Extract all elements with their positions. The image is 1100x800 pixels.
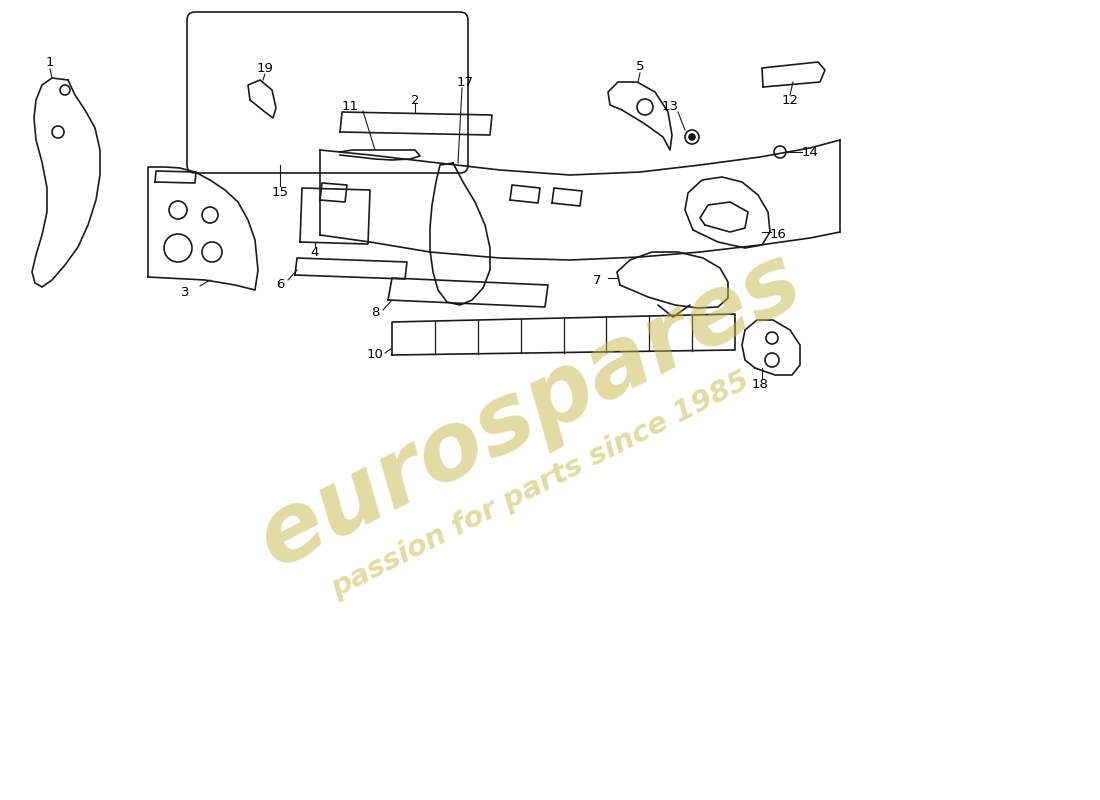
Text: 18: 18	[751, 378, 769, 391]
Text: 16: 16	[770, 229, 786, 242]
Text: 3: 3	[180, 286, 189, 298]
Text: 6: 6	[276, 278, 284, 291]
Text: 17: 17	[456, 75, 473, 89]
Text: 5: 5	[636, 61, 645, 74]
Text: 14: 14	[802, 146, 818, 158]
Text: 7: 7	[593, 274, 602, 286]
Text: 2: 2	[410, 94, 419, 106]
Text: 4: 4	[311, 246, 319, 259]
Text: 8: 8	[371, 306, 380, 319]
Text: 13: 13	[661, 101, 679, 114]
Text: 10: 10	[366, 349, 384, 362]
Text: 11: 11	[341, 101, 359, 114]
Text: eurospares: eurospares	[243, 234, 817, 586]
Text: passion for parts since 1985: passion for parts since 1985	[327, 367, 754, 603]
Text: 15: 15	[272, 186, 288, 198]
Text: 1: 1	[46, 57, 54, 70]
Circle shape	[689, 134, 695, 140]
Text: 12: 12	[781, 94, 799, 106]
Text: 19: 19	[256, 62, 274, 74]
